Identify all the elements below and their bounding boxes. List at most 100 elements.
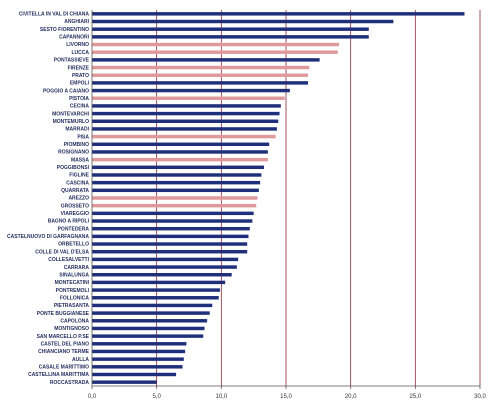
bar [92,211,254,216]
bar [92,311,210,315]
bar [92,73,308,77]
bar [92,27,369,31]
bar [92,150,268,154]
category-label: CAPANNORI [59,35,90,41]
x-tick-label: 25,0 [409,394,421,400]
category-label: AULLA [72,357,89,363]
category-label: QUARRATA [61,188,89,194]
category-label: LIVORNO [66,42,89,48]
bar [92,296,219,300]
bar [92,342,187,346]
bar [92,142,270,147]
category-label: CECINA [70,104,90,110]
category-label: EMPOLI [70,81,90,87]
x-tick-label: 0,0 [88,394,97,400]
category-label: PONTEDERA [58,226,90,232]
bar [92,288,221,292]
category-label: MASSA [71,157,89,163]
x-tick-label: 30,0 [474,394,486,400]
bar [92,249,248,254]
bar [92,134,276,139]
category-label: CASTELLINA MARITTIMA [28,372,89,378]
category-label: MONTEVARCHI [52,111,89,117]
category-label: LUCCA [72,50,90,56]
x-axis: 0,0 5,0 10,0 15,0 20,0 25,0 30,0 [88,10,486,400]
bar [92,326,205,331]
bar [92,12,465,16]
bar [92,234,249,239]
category-label: PIETRASANTA [54,303,90,309]
category-label: MARRADI [65,127,89,133]
category-label: AREZZO [68,196,89,202]
bar [92,119,279,123]
category-label: ROSIGNANO [58,150,89,156]
bars [92,12,465,384]
category-label: CASTELNUOVO DI GARFAGNANA [7,234,89,240]
category-label: CASCINA [66,180,89,186]
category-label: VIAREGGIO [61,211,89,217]
category-label: ROCCASTRADA [50,380,90,386]
x-tick-label: 15,0 [280,394,292,400]
category-label: FIRENZE [68,65,90,71]
bar [92,19,394,24]
x-tick-label: 5,0 [152,394,161,400]
category-label: CASALE MARITTIMO [39,365,89,371]
category-label: CHIANCIANO TERME [38,349,89,355]
category-label: PRATO [72,73,89,79]
bar [92,319,208,323]
bar [92,180,261,185]
category-label: MONTECATINI [55,280,90,286]
bar [92,280,226,285]
bar [92,111,280,116]
category-label: PONTASSIEVE [54,58,90,64]
category-label: SESTO FIORENTINO [40,27,89,33]
category-label: CARRARA [64,265,90,271]
category-label: POGGIO A CAIANO [43,88,89,94]
bar [92,219,253,223]
category-label: PONTREMOLI [56,288,90,294]
category-label: FOLLONICA [60,295,90,301]
bar [92,65,310,70]
bar [92,357,184,361]
bar [92,242,248,246]
category-label: SINALUNGA [59,272,89,278]
bar [92,173,262,177]
bar [92,96,285,100]
bar [92,372,177,377]
bar [92,265,237,269]
bar [92,127,277,131]
bar [92,50,338,54]
category-label: CIVITELLA IN VAL DI CHIANA [19,12,90,18]
category-label: COLLESALVETTI [48,257,89,263]
category-label: PIOMBINO [64,142,89,148]
bar [92,203,257,208]
category-label: CAPOLONA [60,318,89,324]
x-tick-label: 10,0 [215,394,227,400]
bar [92,334,204,338]
bar [92,188,259,193]
bar [92,257,239,262]
category-label: SAN MARCELLO P.SE [37,334,90,340]
category-label: POGGIBONSI [57,165,90,171]
bar [92,42,340,47]
x-tick-label: 20,0 [345,394,357,400]
bar [92,58,320,62]
bar [92,165,265,170]
category-label: GROSSETO [61,203,89,209]
category-label: CASTEL DEL PIANO [41,341,90,347]
bar [92,104,281,108]
bar [92,365,183,369]
category-label: PONTE BUGGIANESE [37,311,90,317]
category-label: ORBETELLO [58,242,89,248]
category-label: PISTOIA [69,96,89,102]
bar [92,157,268,162]
category-label: COLLE DI VAL D'ELSA [35,249,89,255]
bar [92,226,250,231]
grid-lines [156,10,481,386]
bar [92,196,258,200]
bar [92,88,290,93]
category-label: BAGNO A RIPOLI [48,219,90,225]
category-label: PISA [77,134,89,140]
